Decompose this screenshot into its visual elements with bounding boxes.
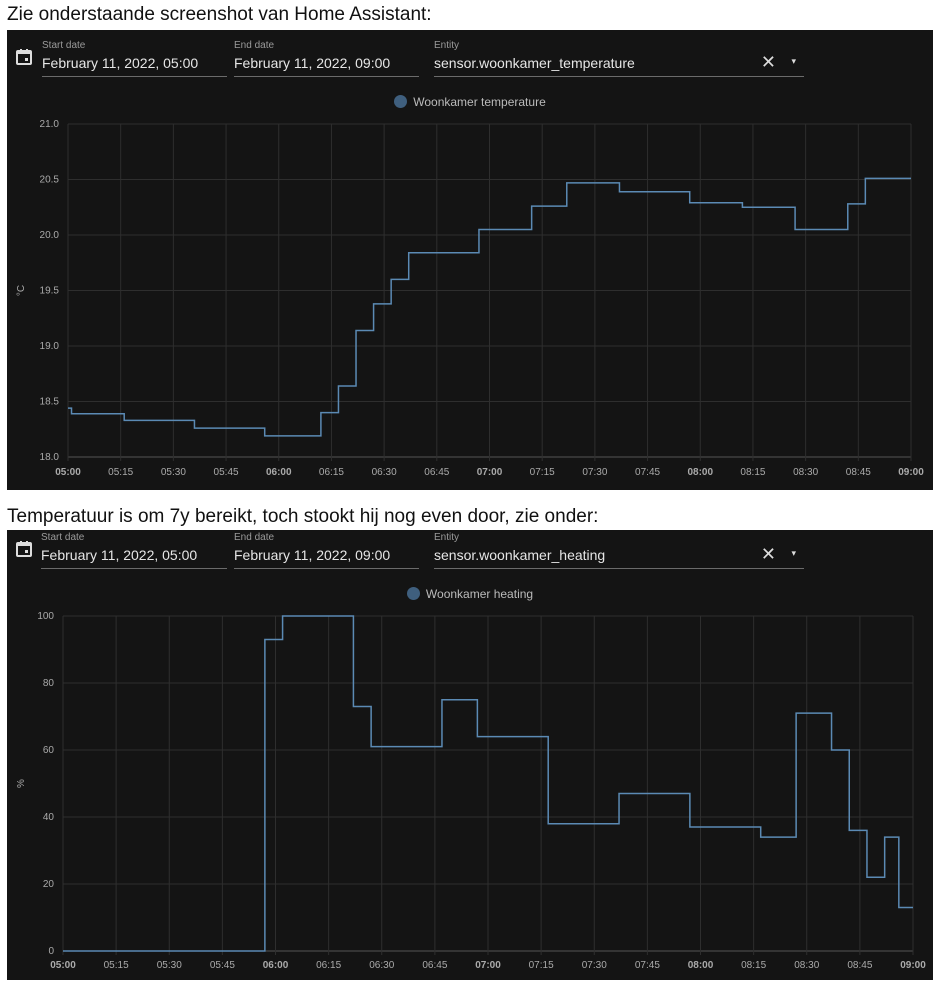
start-date-value: February 11, 2022, 05:00 xyxy=(42,55,199,71)
x-tick-label: 07:15 xyxy=(529,960,554,971)
entity-picker[interactable]: Entity sensor.woonkamer_temperature ✕ ▾ xyxy=(434,40,804,77)
y-tick-label: 18.5 xyxy=(40,397,60,408)
clear-icon[interactable]: ✕ xyxy=(760,52,776,72)
start-date-field[interactable]: Start date February 11, 2022, 05:00 xyxy=(42,40,227,77)
y-tick-label: 20.5 xyxy=(40,175,60,186)
y-axis-label: °C xyxy=(16,285,27,296)
chart-legend[interactable]: Woonkamer temperature xyxy=(7,95,933,109)
heating-chart: 0 20 40 60 80 100 05:00 05:15 05:30 05:45 06:00 06:… xyxy=(16,611,926,971)
x-tick-label: 07:30 xyxy=(582,960,607,971)
start-date-field[interactable]: Start date February 11, 2022, 05:00 xyxy=(41,532,227,569)
x-tick-label: 05:45 xyxy=(214,467,239,478)
end-date-label: End date xyxy=(234,40,275,51)
series-line xyxy=(63,615,913,952)
y-tick-label: 60 xyxy=(43,745,55,756)
x-tick-label: 08:45 xyxy=(846,467,871,478)
x-tick-label: 06:30 xyxy=(369,960,394,971)
history-card-temperature: Start date February 11, 2022, 05:00 End … xyxy=(7,30,933,490)
x-tick-label: 08:45 xyxy=(847,960,872,971)
start-date-label: Start date xyxy=(41,532,85,543)
x-tick-label: 05:45 xyxy=(210,960,235,971)
x-tick-label: 06:00 xyxy=(263,960,289,971)
x-tick-label: 06:45 xyxy=(424,467,449,478)
end-date-value: February 11, 2022, 09:00 xyxy=(234,55,391,71)
y-axis-label: % xyxy=(16,779,27,788)
x-tick-label: 08:15 xyxy=(740,467,765,478)
x-tick-label: 05:15 xyxy=(104,960,129,971)
clear-icon[interactable]: ✕ xyxy=(760,544,776,564)
x-tick-label: 05:00 xyxy=(55,467,81,478)
x-tick-label: 06:00 xyxy=(266,467,292,478)
legend-label: Woonkamer temperature xyxy=(413,95,546,109)
history-card-heating: Start date February 11, 2022, 05:00 End … xyxy=(7,530,933,980)
chevron-down-icon[interactable]: ▾ xyxy=(791,56,796,66)
y-tick-label: 0 xyxy=(48,946,54,957)
calendar-icon[interactable] xyxy=(15,540,33,558)
entity-picker[interactable]: Entity sensor.woonkamer_heating ✕ ▾ xyxy=(434,532,804,569)
intro-text: Zie onderstaande screenshot van Home Ass… xyxy=(7,4,432,25)
end-date-field[interactable]: End date February 11, 2022, 09:00 xyxy=(234,40,419,77)
y-tick-label: 19.0 xyxy=(40,341,60,352)
y-tick-label: 18.0 xyxy=(40,452,60,463)
chart-legend[interactable]: Woonkamer heating xyxy=(7,587,933,601)
x-tick-label: 07:15 xyxy=(530,467,555,478)
entity-label: Entity xyxy=(434,532,460,543)
end-date-field[interactable]: End date February 11, 2022, 09:00 xyxy=(234,532,419,569)
y-tick-label: 40 xyxy=(43,812,55,823)
x-tick-label: 05:30 xyxy=(161,467,186,478)
x-tick-label: 09:00 xyxy=(898,467,924,478)
x-tick-label: 08:15 xyxy=(741,960,766,971)
x-tick-label: 08:00 xyxy=(688,960,714,971)
series-line xyxy=(68,177,911,437)
y-tick-label: 19.5 xyxy=(40,286,60,297)
start-date-label: Start date xyxy=(42,40,86,51)
legend-label: Woonkamer heating xyxy=(425,587,534,601)
calendar-icon[interactable] xyxy=(15,48,33,66)
x-tick-label: 07:00 xyxy=(475,960,501,971)
x-tick-label: 09:00 xyxy=(900,960,926,971)
middle-text: Temperatuur is om 7y bereikt, toch stook… xyxy=(7,506,599,527)
x-tick-label: 06:15 xyxy=(316,960,341,971)
x-tick-label: 06:45 xyxy=(422,960,447,971)
y-tick-label: 80 xyxy=(43,678,55,689)
x-tick-label: 07:45 xyxy=(635,467,660,478)
end-date-value: February 11, 2022, 09:00 xyxy=(234,547,391,563)
legend-dot-icon xyxy=(394,95,408,108)
x-tick-label: 08:00 xyxy=(687,467,713,478)
start-date-value: February 11, 2022, 05:00 xyxy=(41,547,198,563)
x-tick-label: 06:15 xyxy=(319,467,344,478)
x-tick-label: 07:45 xyxy=(635,960,660,971)
end-date-label: End date xyxy=(234,532,275,543)
x-tick-label: 07:30 xyxy=(582,467,607,478)
chevron-down-icon[interactable]: ▾ xyxy=(791,548,796,558)
x-tick-label: 05:15 xyxy=(108,467,133,478)
y-tick-label: 20 xyxy=(43,879,55,890)
y-tick-label: 100 xyxy=(37,611,54,622)
x-tick-label: 06:30 xyxy=(372,467,397,478)
y-tick-label: 20.0 xyxy=(40,230,60,241)
y-tick-label: 21.0 xyxy=(40,119,60,130)
x-tick-label: 05:30 xyxy=(157,960,182,971)
entity-value: sensor.woonkamer_heating xyxy=(434,547,606,563)
x-tick-label: 07:00 xyxy=(477,467,503,478)
entity-value: sensor.woonkamer_temperature xyxy=(434,55,635,71)
x-tick-label: 05:00 xyxy=(50,960,76,971)
entity-label: Entity xyxy=(434,40,460,51)
x-tick-label: 08:30 xyxy=(793,467,818,478)
legend-dot-icon xyxy=(406,587,420,600)
temperature-chart: 18.0 18.5 19.0 19.5 20.0 20.5 21.0 05:00 05:15 05… xyxy=(16,119,924,478)
x-tick-label: 08:30 xyxy=(794,960,819,971)
